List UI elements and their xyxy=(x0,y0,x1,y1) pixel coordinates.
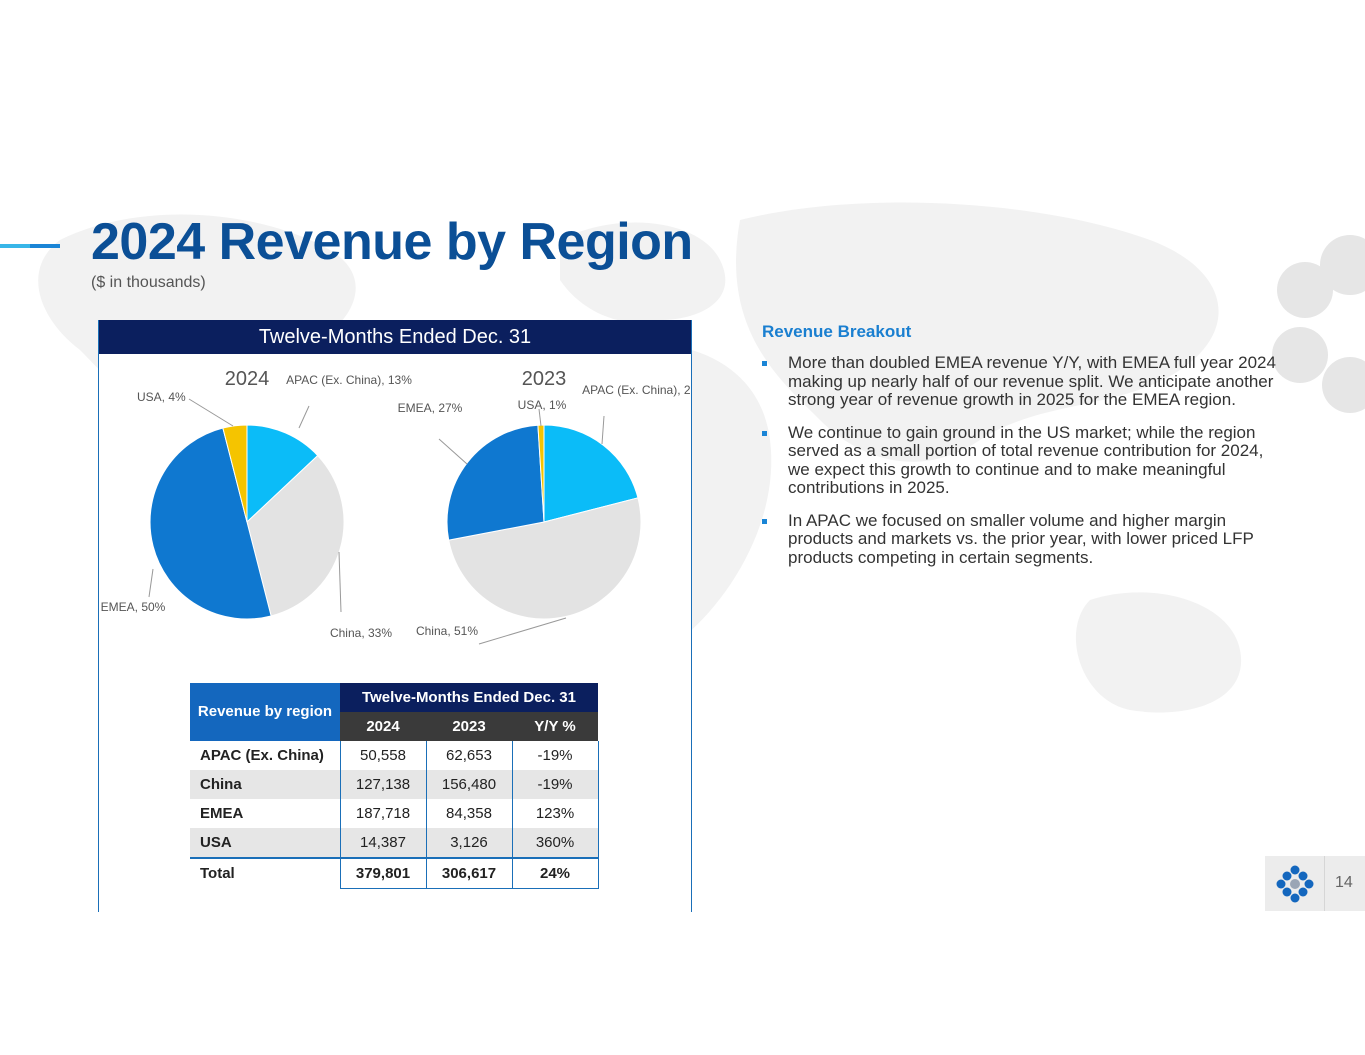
pie-charts: 2024 USA, 4% APAC (Ex. China), 13% China… xyxy=(101,368,691,645)
pie-title: 2024 xyxy=(225,368,270,390)
pie-slice-apac xyxy=(543,424,639,523)
label-line: APAC (Ex. China), 13% xyxy=(286,373,412,387)
table-row: APAC (Ex. China) 50,558 62,653 -19% xyxy=(190,741,599,770)
accent-line xyxy=(30,244,60,248)
slice-label-apac: APAC (Ex. China), 13% xyxy=(286,373,412,387)
table-cell: 306,617 xyxy=(425,857,513,889)
revenue-table: Revenue by region Twelve-Months Ended De… xyxy=(190,683,599,889)
revenue-panel: Twelve-Months Ended Dec. 31 2024 USA, 4%… xyxy=(98,320,692,912)
table-cell: -19% xyxy=(511,770,599,799)
column-header: 2024 xyxy=(340,712,426,741)
panel-header: Twelve-Months Ended Dec. 31 xyxy=(99,320,691,354)
table-cell: 50,558 xyxy=(339,741,427,770)
bullet-icon xyxy=(762,430,767,436)
pie-slice-china xyxy=(246,454,345,617)
table-cell: 156,480 xyxy=(425,770,513,799)
table-total-row: Total 379,801 306,617 24% xyxy=(190,857,599,889)
slice-label-emea: EMEA, 27% xyxy=(398,401,463,415)
table-cell: 3,126 xyxy=(425,828,513,858)
table-cell: -19% xyxy=(511,741,599,770)
list-item: In APAC we focused on smaller volume and… xyxy=(762,510,1287,568)
table-cell: 127,138 xyxy=(339,770,427,799)
column-header: Y/Y % xyxy=(512,712,598,741)
pie-slice-emea xyxy=(446,424,545,541)
page-number: 14 xyxy=(1335,874,1353,891)
pie-leader-lines xyxy=(438,408,605,645)
pie-slice-usa xyxy=(222,424,248,523)
slice-label-apac: APAC (Ex. China), 21% xyxy=(582,383,691,397)
page-title: 2024 Revenue by Region xyxy=(91,213,693,271)
table-cell: 360% xyxy=(511,828,599,858)
table-cell: 84,358 xyxy=(425,799,513,828)
company-logo-icon xyxy=(1276,865,1314,903)
column-header: 2023 xyxy=(426,712,512,741)
list-item: More than doubled EMEA revenue Y/Y, with… xyxy=(762,353,1287,410)
pie-slice-emea xyxy=(149,427,272,620)
table-cell: 62,653 xyxy=(425,741,513,770)
row-label: USA xyxy=(190,828,340,858)
pie-chart-2024: 2024 USA, 4% APAC (Ex. China), 13% China… xyxy=(101,368,413,640)
bullet-text: We continue to gain ground in the US mar… xyxy=(788,422,1264,497)
pie-slices xyxy=(446,424,642,620)
bullet-text: More than doubled EMEA revenue Y/Y, with… xyxy=(788,353,1276,409)
breakout-list: More than doubled EMEA revenue Y/Y, with… xyxy=(762,353,1287,568)
list-item: We continue to gain ground in the US mar… xyxy=(762,422,1287,498)
slice-label-usa: USA, 4% xyxy=(137,390,186,404)
bullet-icon xyxy=(762,361,767,366)
table-row: China 127,138 156,480 -19% xyxy=(190,770,599,799)
revenue-breakout: Revenue Breakout More than doubled EMEA … xyxy=(762,322,1287,581)
pie-slices xyxy=(149,424,345,620)
breakout-heading: Revenue Breakout xyxy=(762,322,912,341)
row-label: APAC (Ex. China) xyxy=(200,747,324,764)
table-cell: 187,718 xyxy=(339,799,427,828)
row-label: China xyxy=(190,770,340,799)
pie-title: 2023 xyxy=(522,368,567,390)
pie-slice-china xyxy=(448,497,642,620)
row-label: EMEA xyxy=(200,805,244,822)
pie-slice-apac xyxy=(246,424,319,524)
accent-line xyxy=(0,244,30,248)
slice-label-china: China, 51% xyxy=(416,624,478,638)
pie-leader-lines xyxy=(148,398,342,613)
table-corner-header: Revenue by region xyxy=(190,683,340,741)
bullet-icon xyxy=(762,518,767,524)
page-subtitle: ($ in thousands) xyxy=(91,274,206,291)
row-label: Total xyxy=(190,857,340,889)
table-row: EMEA 187,718 84,358 123% xyxy=(190,799,599,828)
footer-divider xyxy=(1324,856,1325,911)
table-cell: 379,801 xyxy=(339,857,427,889)
footer: 14 xyxy=(1265,856,1365,911)
slice-label-emea: EMEA, 50% xyxy=(101,600,166,614)
bullet-text: In APAC we focused on smaller volume and… xyxy=(788,510,1254,567)
slice-label-usa: USA, 1% xyxy=(518,398,567,412)
slice-label-china: China, 33% xyxy=(330,626,392,640)
table-cell: 123% xyxy=(511,799,599,828)
table-group-header: Twelve-Months Ended Dec. 31 xyxy=(340,683,598,712)
table-row: USA 14,387 3,126 360% xyxy=(190,828,599,858)
table-cell: 14,387 xyxy=(339,828,427,858)
pie-chart-2023: 2023 USA, 1% APAC (Ex. China), 21% China… xyxy=(398,368,691,645)
table-cell: 24% xyxy=(511,857,599,889)
